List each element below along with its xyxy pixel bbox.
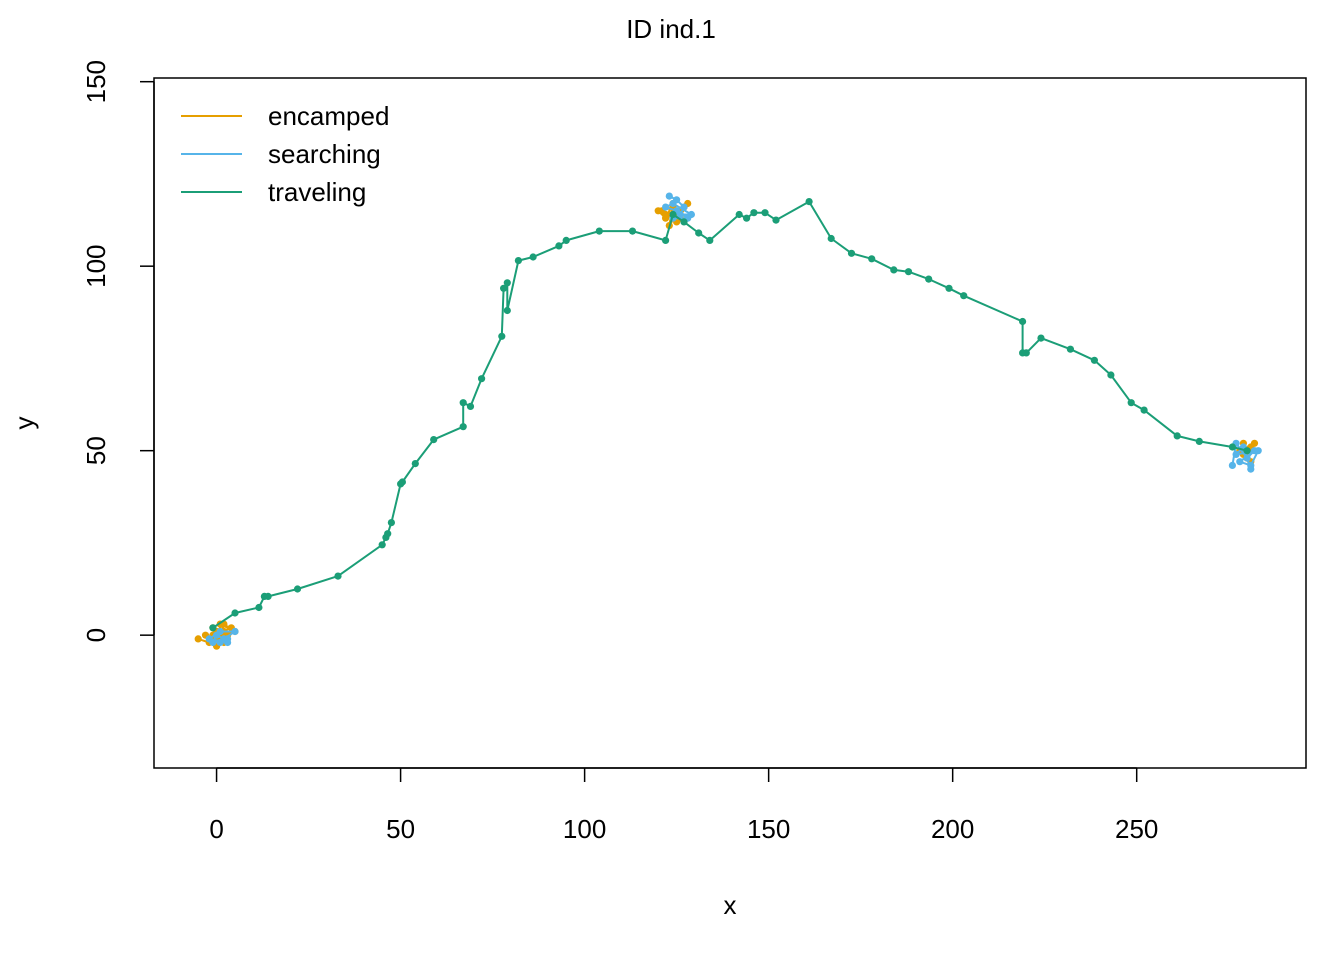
legend-label-searching: searching [268,139,381,169]
y-tick-label: 0 [81,628,111,642]
x-axis-label: x [724,890,737,920]
encamped-point [1250,439,1259,447]
traveling-point [761,209,769,217]
traveling-point [555,242,563,250]
traveling-point [1037,334,1045,342]
axes: 0 50 100 150 200 250 0 50 100 150 [81,60,1158,844]
searching-point [205,635,213,643]
searching-point [1228,461,1236,469]
traveling-point [904,268,913,276]
series-traveling [209,198,1251,632]
y-tick-label: 150 [81,60,111,103]
traveling-point [662,236,670,244]
searching-point [1243,454,1251,462]
traveling-point [1140,406,1148,414]
traveling-point [595,227,603,235]
legend-label-traveling: traveling [268,177,366,207]
searching-point [665,192,673,200]
traveling-point [847,249,856,257]
series-layer [194,192,1262,650]
legend: encamped searching traveling [168,96,438,218]
traveling-point [669,210,677,219]
traveling-point [1107,371,1115,379]
traveling-point [1173,432,1181,440]
searching-point [224,638,232,647]
traveling-point [706,236,714,244]
legend-label-encamped: encamped [268,101,389,131]
searching-point [1254,447,1262,455]
x-tick-label: 150 [747,814,790,844]
traveling-point [695,229,703,237]
traveling-point [628,227,637,235]
traveling-point [209,624,217,632]
traveling-point [430,436,438,444]
x-tick-label: 100 [563,814,606,844]
encamped-point [194,635,202,643]
searching-point [669,199,677,208]
traveling-point [1066,345,1074,353]
traveling-point [743,214,751,222]
series-encamped [194,199,1259,650]
traveling-point [890,266,898,274]
traveling-point [503,279,511,287]
searching-point [1232,450,1240,458]
x-tick-label: 0 [209,814,223,844]
traveling-point [466,402,475,410]
traveling-point [334,572,342,580]
traveling-point [680,218,688,226]
searching-point [231,627,239,636]
traveling-point [459,399,467,407]
x-tick-label: 250 [1115,814,1158,844]
traveling-point [231,609,239,617]
searching-line [1231,442,1260,470]
traveling-point [960,292,968,300]
traveling-point [478,375,486,383]
traveling-point [750,209,758,217]
y-tick-label: 50 [81,436,111,465]
traveling-point [264,592,272,601]
traveling-line [212,200,1248,629]
y-axis-label: y [9,417,39,430]
traveling-point [868,255,876,263]
series-searching [205,192,1262,647]
traveling-point [514,257,523,265]
searching-point [216,627,224,636]
traveling-point [293,585,302,593]
traveling-point [1022,349,1030,357]
traveling-point [1228,443,1236,451]
chart-title: ID ind.1 [626,14,716,44]
searching-point [680,203,688,211]
searching-point [662,203,670,211]
searching-point [1236,458,1244,466]
traveling-point [498,332,506,340]
x-tick-label: 200 [931,814,974,844]
traveling-point [384,530,392,538]
traveling-point [735,210,743,219]
traveling-point [255,603,263,612]
traveling-point [945,284,953,292]
traveling-point [827,234,835,243]
traveling-point [398,478,406,486]
traveling-point [500,284,508,292]
traveling-point [1090,356,1098,364]
traveling-point [772,216,780,224]
traveling-point [529,253,537,261]
searching-point [1247,465,1255,473]
traveling-point [459,423,467,431]
x-tick-label: 50 [386,814,415,844]
traveling-point [387,519,395,527]
traveling-point [1195,437,1203,445]
traveling-point [562,236,570,244]
traveling-point [1243,447,1251,455]
traveling-point [411,460,419,468]
y-tick-label: 100 [81,244,111,287]
traveling-point [1019,317,1027,326]
traveling-point [805,198,813,206]
traveling-point [503,306,511,315]
traveling-point [925,275,933,283]
traveling-point [378,541,386,549]
traveling-point [1127,399,1135,407]
